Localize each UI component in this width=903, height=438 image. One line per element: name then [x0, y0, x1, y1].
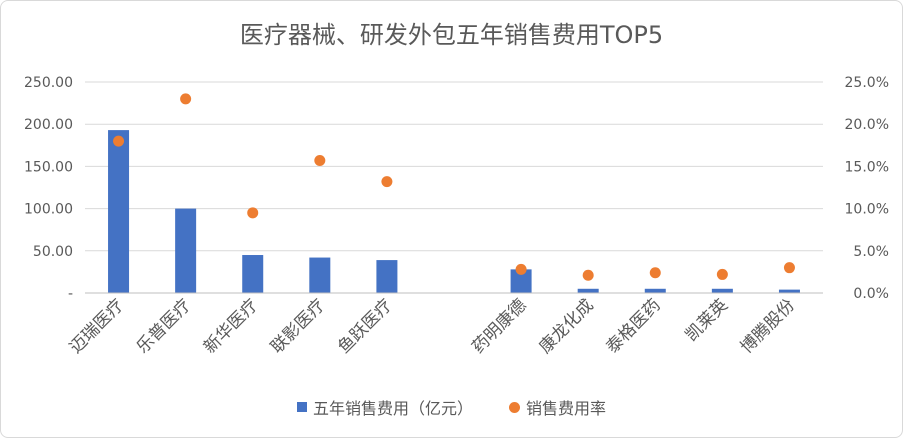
- y-tick-label-right: 5.0%: [853, 244, 889, 260]
- legend-bar-swatch: [296, 402, 307, 412]
- scatter-point: [113, 135, 125, 147]
- y-tick-label-right: 0.0%: [853, 286, 889, 302]
- y-tick-label-left: 100.00: [24, 202, 73, 218]
- legend-label-expense-ratio: 销售费用率: [526, 399, 607, 418]
- left-y-axis: - 50.00 100.00 150.00 200.00 250.00: [24, 75, 73, 302]
- bar: [242, 255, 264, 293]
- y-tick-label-right: 20.0%: [845, 117, 889, 133]
- scatter-point: [649, 267, 661, 279]
- scatter-point: [247, 207, 259, 219]
- scatter-point: [716, 268, 728, 280]
- legend-label-sales-expense: 五年销售费用（亿元）: [312, 399, 473, 418]
- y-tick-label-left: 50.00: [33, 244, 73, 260]
- x-tick-label: 乐普医疗: [133, 295, 195, 357]
- x-tick-labels: 迈瑞医疗 乐普医疗 新华医疗 联影医疗 鱼跃医疗 药明康德 康龙化成 泰格医药 凯莱英 博腾股份: [66, 295, 799, 357]
- y-tick-label-left: 150.00: [24, 159, 73, 175]
- bar-series: [108, 130, 800, 293]
- y-tick-label-right: 25.0%: [845, 75, 889, 91]
- bar: [175, 208, 197, 293]
- legend-item-expense-ratio: 销售费用率: [509, 395, 606, 419]
- x-tick-label: 迈瑞医疗: [66, 295, 128, 357]
- gridlines: [85, 81, 823, 252]
- y-tick-label-right: 10.0%: [845, 202, 889, 218]
- scatter-point: [180, 93, 192, 105]
- x-tick-label: 康龙化成: [535, 295, 597, 357]
- bar: [711, 288, 733, 293]
- x-tick-label: 鱼跃医疗: [334, 295, 396, 357]
- x-tick-label: 博腾股份: [737, 295, 799, 357]
- y-tick-label-right: 15.0%: [845, 159, 889, 175]
- x-tick-label: 药明康德: [468, 295, 530, 357]
- scatter-point: [314, 154, 326, 166]
- y-tick-label-left: 250.00: [24, 75, 73, 91]
- bar: [309, 257, 331, 293]
- y-tick-label-left: 200.00: [24, 117, 73, 133]
- chart-title: 医疗器械、研发外包五年销售费用TOP5: [239, 21, 664, 49]
- scatter-series: [113, 93, 795, 281]
- bar: [108, 130, 130, 293]
- legend: 五年销售费用（亿元） 销售费用率: [1, 395, 902, 419]
- bar: [778, 289, 800, 293]
- x-tick-label: 联影医疗: [267, 295, 329, 357]
- scatter-point: [582, 269, 594, 281]
- y-tick-label-left: -: [68, 286, 73, 302]
- scatter-point: [783, 262, 795, 274]
- x-tick-label: 泰格医药: [603, 295, 665, 357]
- bar: [644, 288, 666, 293]
- bar: [510, 269, 532, 293]
- scatter-point: [381, 176, 393, 188]
- right-y-axis: 0.0% 5.0% 10.0% 15.0% 20.0% 25.0%: [845, 75, 889, 302]
- x-tick-label: 新华医疗: [200, 295, 262, 357]
- legend-dot-swatch: [509, 401, 520, 413]
- x-tick-label: 凯莱英: [682, 295, 732, 345]
- scatter-point: [515, 263, 527, 275]
- bar: [577, 288, 599, 293]
- legend-item-sales-expense: 五年销售费用（亿元）: [296, 395, 473, 419]
- bar: [376, 260, 398, 293]
